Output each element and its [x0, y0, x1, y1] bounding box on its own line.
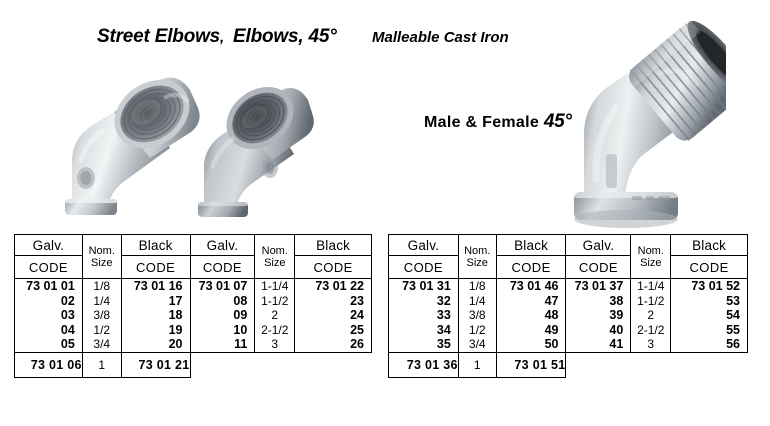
table-header-row-2: CODE CODE CODE CODE	[388, 255, 748, 279]
header-galv-1: Galv.	[14, 234, 83, 256]
header-nom-size-2: Nom. Size	[254, 234, 296, 279]
empty-cell	[190, 352, 255, 377]
galv-codes-large: 73 01 07 08 09 10 11	[189, 278, 256, 353]
header-nom-size-1: Nom. Size	[81, 234, 122, 279]
empty-cell	[671, 352, 748, 377]
galv-codes-small: 73 01 01 02 03 04 05	[14, 278, 83, 353]
table-header-row-2: CODE CODE CODE CODE	[14, 255, 372, 279]
black-45-elbow-photo	[182, 72, 314, 224]
table-row-last: 73 01 36 1 73 01 51	[388, 351, 748, 378]
male-female-text: Male & Female	[424, 114, 540, 131]
page-title-comma: ,	[220, 29, 225, 46]
header-code-galv-1: CODE	[14, 255, 83, 279]
table-header-row-1: Galv. Nom. Size Black Galv. Nom. Size Bl…	[388, 234, 748, 279]
material-label: Malleable Cast Iron	[372, 29, 509, 46]
elbows-45-table: Galv. Nom. Size Black Galv. Nom. Size Bl…	[14, 234, 372, 378]
page-title: Street Elbows, Elbows, 45°	[97, 26, 337, 48]
male-female-label: Male & Female 45°	[424, 111, 572, 133]
empty-cell	[255, 352, 295, 377]
header-nom-size-2: Nom. Size	[630, 234, 672, 279]
last-galv-code: 73 01 36	[388, 351, 459, 378]
table-row-last: 73 01 06 1 73 01 21	[14, 351, 372, 378]
header-code-galv-2: CODE	[189, 255, 256, 279]
page-header: Street Elbows, Elbows, 45° Malleable Cast…	[0, 26, 770, 56]
header-black-2: Black	[294, 234, 372, 256]
black-codes-large: 73 01 22 23 24 25 26	[294, 278, 372, 353]
page-title-part1: Street Elbows	[97, 26, 221, 47]
galv-codes-large: 73 01 37 38 39 40 41	[565, 278, 632, 353]
empty-cell	[295, 352, 372, 377]
header-galv-2: Galv.	[189, 234, 256, 256]
sizes-small: 1/8 1/4 3/8 1/2 3/4	[81, 278, 122, 353]
header-galv-2: Galv.	[565, 234, 632, 256]
table-header-row-1: Galv. Nom. Size Black Galv. Nom. Size Bl…	[14, 234, 372, 279]
header-black-1: Black	[120, 234, 191, 256]
black-codes-large: 73 01 52 53 54 55 56	[670, 278, 748, 353]
black-codes-small: 73 01 46 47 48 49 50	[495, 278, 567, 353]
male-female-45-street-elbow-photo	[540, 14, 726, 230]
last-black-code: 73 01 21	[120, 351, 191, 378]
male-female-angle: 45°	[543, 111, 572, 132]
header-code-galv-1: CODE	[388, 255, 459, 279]
street-elbows-45-table: Galv. Nom. Size Black Galv. Nom. Size Bl…	[388, 234, 748, 378]
black-codes-small: 73 01 16 17 18 19 20	[120, 278, 191, 353]
header-galv-1: Galv.	[388, 234, 459, 256]
header-black-2: Black	[670, 234, 748, 256]
page-title-part2: Elbows, 45°	[233, 26, 337, 47]
header-nom-size-1: Nom. Size	[457, 234, 497, 279]
header-code-black-2: CODE	[294, 255, 372, 279]
last-black-code: 73 01 51	[495, 351, 567, 378]
empty-cell	[566, 352, 631, 377]
sizes-small: 1/8 1/4 3/8 1/2 3/4	[457, 278, 497, 353]
last-size: 1	[457, 351, 497, 378]
header-code-black-2: CODE	[670, 255, 748, 279]
header-code-black-1: CODE	[495, 255, 567, 279]
header-black-1: Black	[495, 234, 567, 256]
galv-codes-small: 73 01 31 32 33 34 35	[388, 278, 459, 353]
table-data-block: 73 01 31 32 33 34 35 1/8 1/4 3/8 1/2 3/4…	[388, 278, 748, 353]
sizes-large: 1-1/4 1-1/2 2 2-1/2 3	[630, 278, 672, 353]
empty-cell	[631, 352, 671, 377]
galvanized-45-elbow-photo	[52, 62, 202, 224]
header-code-galv-2: CODE	[565, 255, 632, 279]
sizes-large: 1-1/4 1-1/2 2 2-1/2 3	[254, 278, 296, 353]
header-code-black-1: CODE	[120, 255, 191, 279]
last-size: 1	[81, 351, 122, 378]
last-galv-code: 73 01 06	[14, 351, 83, 378]
table-data-block: 73 01 01 02 03 04 05 1/8 1/4 3/8 1/2 3/4…	[14, 278, 372, 353]
